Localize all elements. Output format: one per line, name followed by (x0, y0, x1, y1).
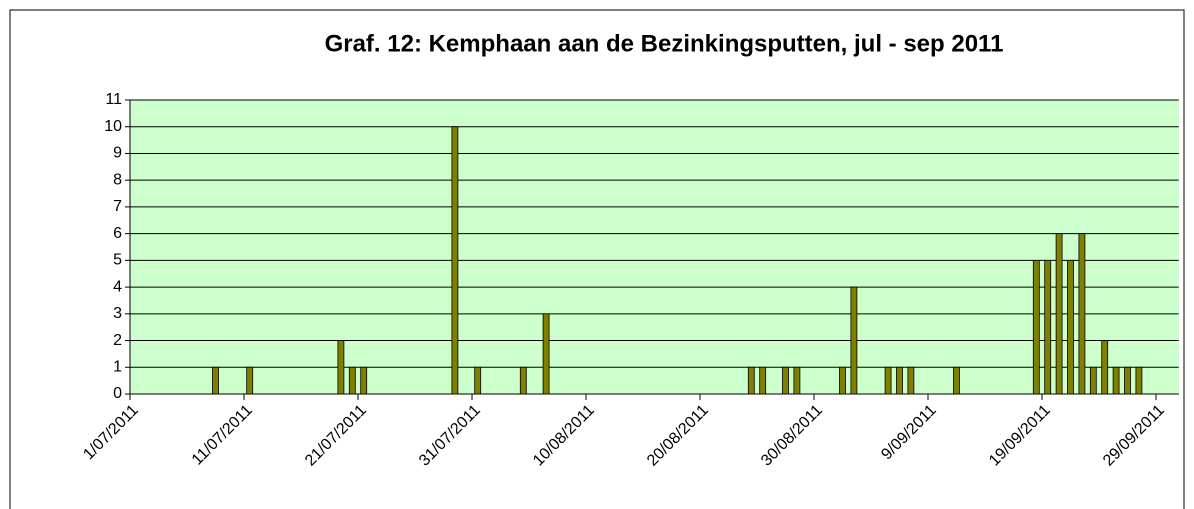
y-tick-label: 10 (104, 118, 122, 135)
y-tick-label: 11 (105, 91, 122, 108)
plot-area (130, 100, 1179, 394)
bar (839, 366, 846, 395)
bar (953, 366, 960, 395)
bar (850, 286, 858, 395)
bar (1055, 233, 1063, 395)
y-tick-label: 2 (113, 332, 122, 349)
bar (246, 366, 254, 395)
bar (759, 366, 767, 395)
y-tick-label: 0 (113, 385, 122, 402)
bar (1101, 340, 1109, 395)
bar (1078, 233, 1086, 395)
bar (747, 366, 755, 395)
y-tick-label: 1 (113, 358, 122, 375)
bar (1124, 366, 1131, 395)
chart-title: Graf. 12: Kemphaan aan de Bezinkingsputt… (325, 30, 1004, 57)
bar (519, 366, 527, 395)
y-tick-label: 7 (113, 198, 122, 215)
y-tick-label: 5 (113, 252, 122, 269)
y-tick-label: 3 (113, 305, 122, 322)
bar (542, 313, 550, 395)
bar (782, 366, 789, 395)
y-tick-label: 9 (113, 145, 122, 162)
y-tick-label: 8 (113, 171, 122, 188)
bar (1032, 259, 1040, 395)
bar (884, 366, 892, 395)
bar (1067, 259, 1074, 395)
bar (907, 366, 915, 395)
bar (1112, 366, 1120, 395)
bar (348, 366, 356, 395)
y-tick-label: 4 (113, 278, 122, 295)
bar (474, 366, 482, 395)
bar (337, 340, 345, 395)
bar (451, 126, 459, 395)
bar (360, 366, 368, 395)
bar (793, 366, 801, 395)
bar (212, 366, 219, 395)
bar (1135, 366, 1143, 395)
bar (1044, 259, 1052, 395)
bar (1089, 366, 1097, 395)
bar (896, 366, 903, 395)
y-tick-label: 6 (113, 225, 122, 242)
